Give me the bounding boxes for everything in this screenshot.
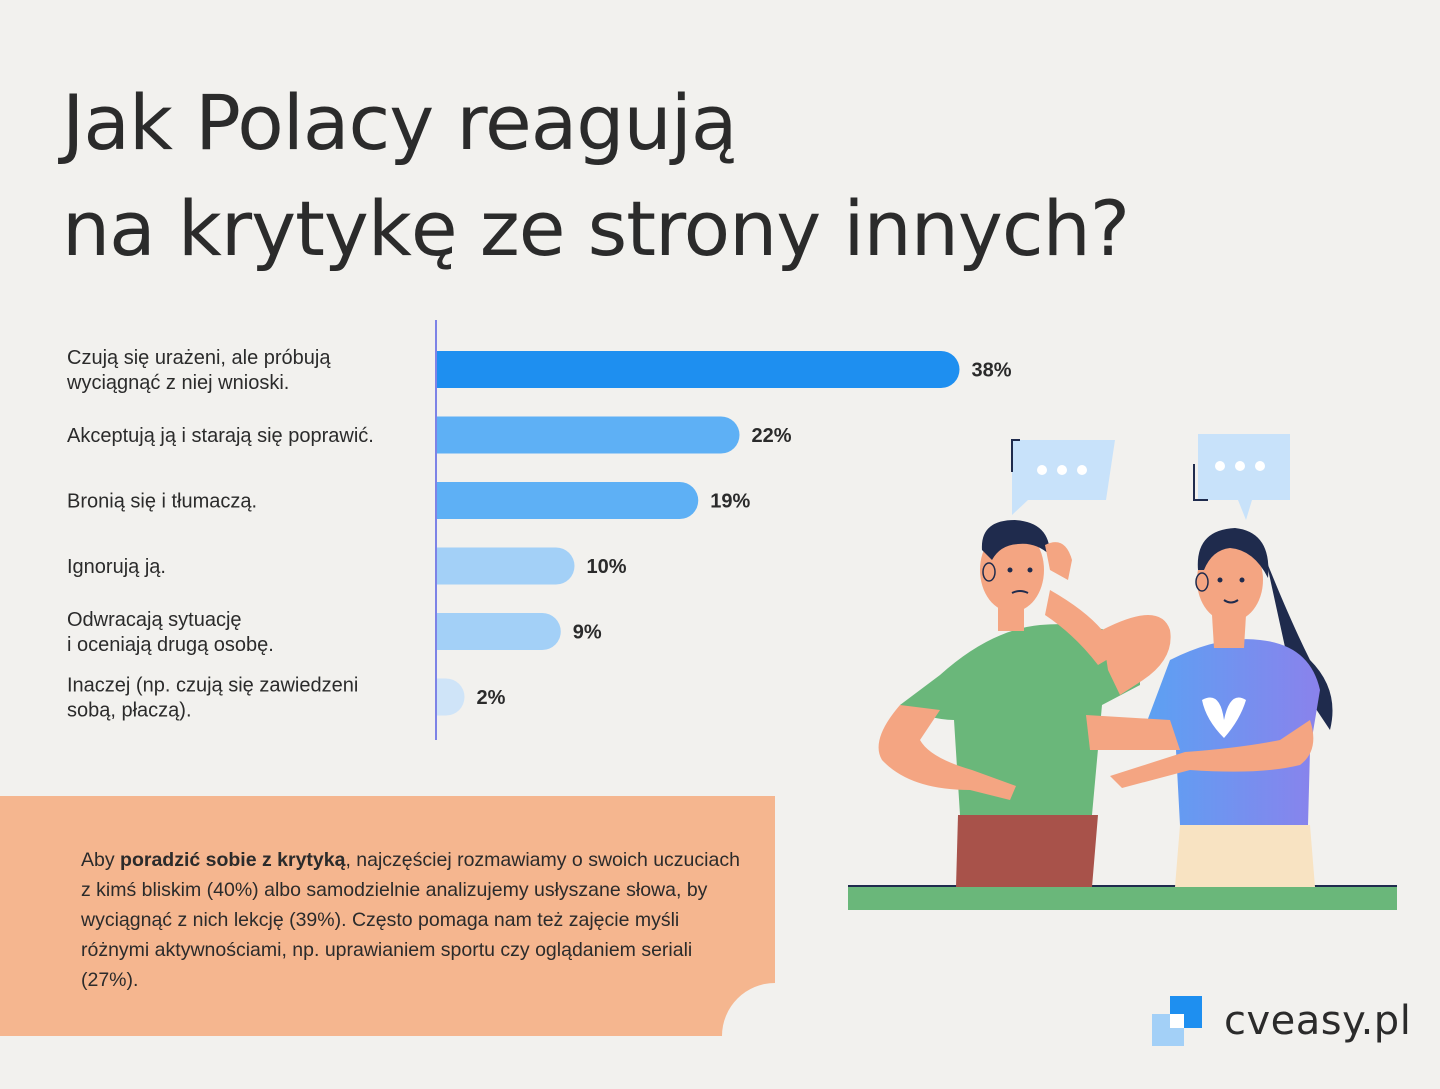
cveasy-logo-icon [1152, 996, 1202, 1046]
summary-box-corner-cut [722, 983, 828, 1089]
category-label: Czują się urażeni, ale próbują [67, 347, 331, 369]
bar [437, 351, 960, 388]
title-line-2: na krytykę ze strony innych? [62, 184, 1130, 273]
category-label: Bronią się i tłumaczą. [67, 491, 257, 513]
bar-row: 2% Inaczej (np. czują się zawiedzeni sobą,… [67, 675, 506, 722]
speech-bubble-icon [1011, 439, 1115, 515]
summary-suffix: , najczęściej rozmawiamy o swoich uczuci… [81, 849, 740, 991]
bar-row: 38% Czują się urażeni, ale próbują wyciągn… [66, 347, 1012, 394]
bar [437, 547, 575, 585]
bar [437, 678, 465, 716]
value-label: 22% [752, 425, 792, 447]
category-label: Akceptują ją i starają się poprawić. [67, 425, 374, 447]
bar-row: 22% Akceptują ją i starają się poprawić. [67, 416, 792, 454]
ground-bar [848, 887, 1397, 910]
category-label: i oceniają drugą osobę. [67, 634, 274, 656]
value-label: 2% [477, 687, 506, 709]
value-label: 38% [972, 360, 1012, 382]
speech-bubble-icon [1193, 434, 1290, 520]
summary-text: Aby poradzić sobie z krytyką, najczęście… [81, 845, 741, 995]
bar-row: 10% Ignorują ją. [67, 547, 627, 585]
title-line-1: Jak Polacy reagują [62, 78, 737, 167]
bar-row: 19% Bronią się i tłumaczą. [67, 482, 750, 519]
category-label: wyciągnąć z niej wnioski. [66, 372, 289, 394]
logo-text: cveasy.pl [1224, 998, 1412, 1044]
summary-prefix: Aby [81, 849, 121, 871]
value-label: 10% [587, 556, 627, 578]
category-label: sobą, płaczą). [67, 700, 192, 722]
value-label: 19% [710, 491, 750, 513]
man-figure [878, 520, 1171, 887]
page-title: Jak Polacy reagują na krytykę ze strony … [62, 70, 1130, 282]
value-label: 9% [573, 622, 602, 644]
two-people-illustration [848, 434, 1397, 910]
heart-icon [1202, 697, 1246, 738]
category-label: Inaczej (np. czują się zawiedzeni [67, 675, 358, 697]
bar [437, 613, 561, 650]
bar [437, 416, 740, 454]
bar-chart: 38% Czują się urażeni, ale próbują wyciągn… [66, 320, 1012, 740]
logo[interactable]: cveasy.pl [1152, 996, 1411, 1052]
bar [437, 482, 699, 519]
category-label: Odwracają sytuację [67, 609, 242, 631]
bar-row: 9% Odwracają sytuację i oceniają drugą oso… [67, 609, 602, 656]
summary-bold: poradzić sobie z krytyką [120, 849, 346, 871]
woman-figure [1086, 528, 1333, 887]
summary-box [0, 796, 775, 1036]
category-label: Ignorują ją. [67, 556, 166, 578]
